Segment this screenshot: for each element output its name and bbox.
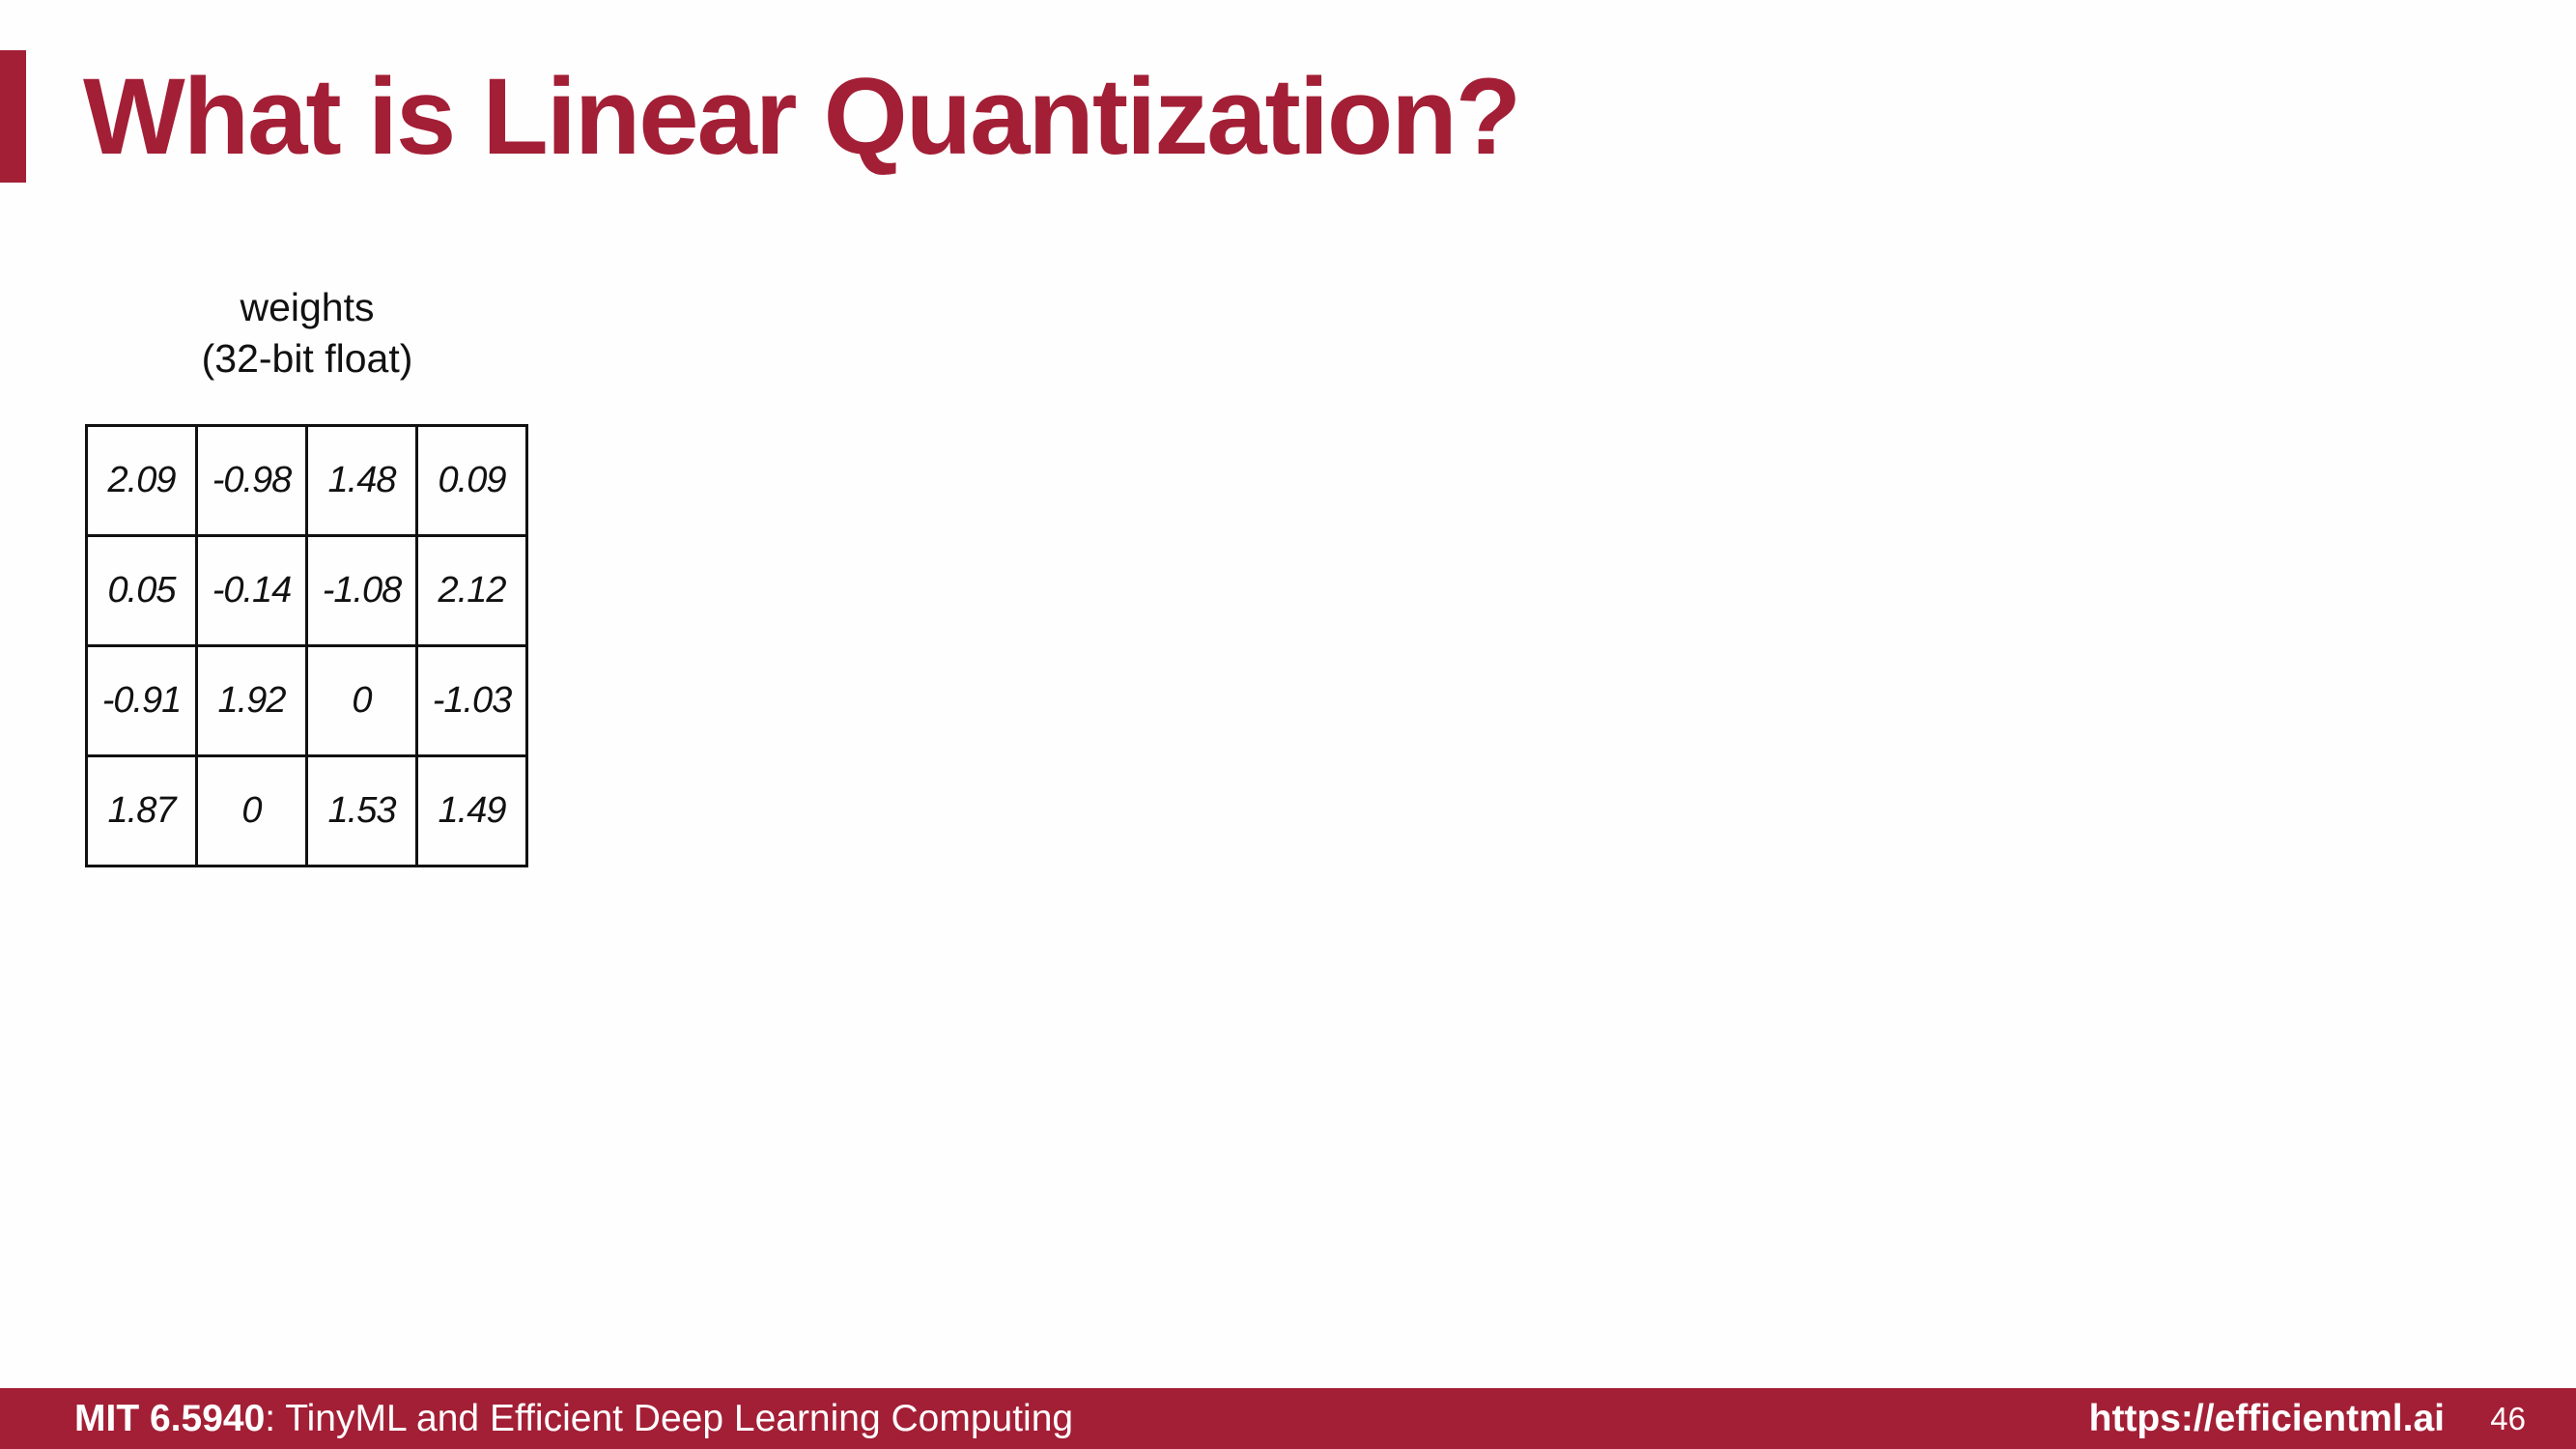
- weights-caption-line2: (32-bit float): [201, 336, 413, 381]
- title-accent-bar: [0, 50, 26, 183]
- matrix-cell: -1.03: [415, 644, 528, 757]
- matrix-cell: 1.48: [305, 424, 418, 537]
- matrix-cell: 0.05: [85, 534, 198, 647]
- matrix-cell: 1.92: [195, 644, 308, 757]
- matrix-cell: -0.91: [85, 644, 198, 757]
- matrix-cell: 0.09: [415, 424, 528, 537]
- footer-bar: MIT 6.5940: TinyML and Efficient Deep Le…: [0, 1388, 2576, 1449]
- matrix-cell: 2.09: [85, 424, 198, 537]
- matrix-row: -0.91 1.92 0 -1.03: [85, 644, 528, 757]
- matrix-cell: -1.08: [305, 534, 418, 647]
- matrix-row: 0.05 -0.14 -1.08 2.12: [85, 534, 528, 647]
- matrix-cell: 1.49: [415, 754, 528, 867]
- matrix-cell: 0: [195, 754, 308, 867]
- slide-title: What is Linear Quantization?: [83, 56, 1521, 177]
- page-number: 46: [2490, 1401, 2526, 1436]
- footer-course: MIT 6.5940: TinyML and Efficient Deep Le…: [74, 1388, 1073, 1449]
- weights-caption-line1: weights: [240, 285, 375, 329]
- weights-caption: weights (32-bit float): [155, 282, 460, 384]
- matrix-row: 2.09 -0.98 1.48 0.09: [85, 424, 528, 537]
- matrix-cell: 0: [305, 644, 418, 757]
- matrix-cell: 1.87: [85, 754, 198, 867]
- matrix-cell: 2.12: [415, 534, 528, 647]
- course-title: : TinyML and Efficient Deep Learning Com…: [265, 1398, 1074, 1439]
- matrix-cell: -0.14: [195, 534, 308, 647]
- course-code: MIT 6.5940: [74, 1398, 266, 1439]
- matrix-cell: -0.98: [195, 424, 308, 537]
- footer-url-link[interactable]: https://efficientml.ai: [2088, 1398, 2445, 1439]
- weights-matrix: 2.09 -0.98 1.48 0.09 0.05 -0.14 -1.08 2.…: [85, 424, 528, 867]
- matrix-cell: 1.53: [305, 754, 418, 867]
- matrix-row: 1.87 0 1.53 1.49: [85, 754, 528, 867]
